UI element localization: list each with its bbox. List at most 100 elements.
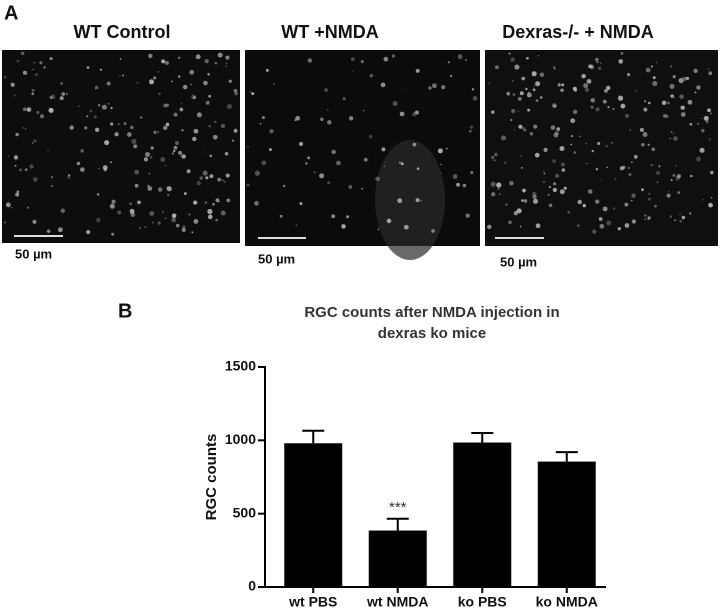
cell-speck: [160, 157, 166, 163]
cell-speck: [13, 155, 19, 160]
cell-speck: [560, 88, 564, 93]
cell-speck: [299, 202, 303, 205]
cell-speck: [181, 154, 186, 159]
cell-speck: [3, 75, 7, 79]
cell-speck: [503, 161, 507, 165]
cell-speck: [548, 185, 552, 189]
cell-speck: [319, 173, 325, 179]
cell-speck: [490, 181, 496, 187]
cell-speck: [415, 68, 420, 73]
image-title: WT +NMDA: [281, 22, 379, 42]
cell-speck: [193, 200, 198, 205]
cell-speck: [86, 229, 91, 235]
cell-speck: [431, 83, 437, 89]
cell-speck: [193, 219, 199, 224]
cell-speck: [94, 85, 99, 90]
cell-speck: [696, 156, 701, 162]
cell-speck: [627, 167, 630, 169]
cell-speck: [570, 118, 576, 124]
cell-speck: [586, 162, 588, 165]
cell-speck: [137, 200, 141, 205]
cell-speck: [412, 142, 417, 147]
cell-speck: [14, 164, 17, 167]
cell-speck: [166, 193, 170, 197]
cell-speck: [400, 162, 404, 166]
cell-speck: [602, 206, 608, 212]
cell-speck: [247, 146, 249, 148]
cell-speck: [595, 168, 598, 171]
cell-speck: [76, 161, 81, 166]
cell-speck: [181, 129, 184, 132]
cell-speck: [532, 88, 536, 92]
cell-speck: [631, 193, 636, 198]
cell-speck: [516, 208, 522, 214]
cell-speck: [89, 109, 93, 113]
cell-speck: [157, 131, 159, 133]
cell-speck: [60, 82, 63, 85]
cell-speck: [687, 99, 693, 105]
cell-speck: [650, 163, 653, 167]
cell-speck: [3, 221, 7, 224]
cell-speck: [462, 183, 467, 188]
cell-speck: [123, 122, 127, 126]
cell-speck: [192, 136, 197, 142]
cell-speck: [622, 165, 626, 170]
cell-speck: [577, 199, 582, 205]
cell-speck: [670, 179, 673, 182]
cell-speck: [669, 137, 672, 140]
cell-speck: [265, 68, 269, 72]
cell-speck: [494, 152, 498, 157]
cell-speck: [33, 61, 35, 64]
cell-speck: [598, 217, 603, 221]
cell-speck: [33, 139, 37, 143]
cell-speck: [202, 151, 204, 153]
scale-label: 50 µm: [500, 254, 537, 269]
cell-speck: [457, 54, 463, 60]
cell-speck: [520, 166, 523, 169]
cell-speck: [398, 161, 402, 164]
cell-speck: [552, 159, 557, 163]
cell-speck: [149, 211, 155, 216]
cell-speck: [172, 149, 176, 153]
cell-speck: [613, 207, 616, 210]
cell-speck: [109, 203, 115, 209]
cell-speck: [93, 115, 97, 119]
cell-speck: [556, 127, 561, 131]
cell-speck: [43, 66, 46, 69]
cell-speck: [647, 197, 651, 201]
cell-speck: [600, 179, 602, 181]
cell-speck: [471, 88, 475, 91]
cell-speck: [559, 189, 565, 195]
cell-speck: [612, 108, 615, 110]
cell-speck: [220, 123, 225, 129]
cell-speck: [186, 169, 191, 174]
cell-speck: [680, 112, 686, 117]
cell-speck: [670, 131, 673, 133]
cell-speck: [529, 131, 534, 136]
cell-speck: [182, 84, 188, 90]
cell-speck: [102, 165, 108, 171]
cell-speck: [533, 124, 538, 129]
cell-speck: [595, 107, 600, 112]
cell-speck: [226, 103, 232, 110]
cell-speck: [171, 217, 177, 223]
cell-speck: [709, 204, 711, 206]
cell-speck: [207, 214, 213, 220]
cell-speck: [279, 214, 283, 218]
cell-speck: [163, 125, 168, 131]
cell-speck: [100, 110, 102, 112]
cell-speck: [193, 128, 199, 134]
cell-speck: [431, 229, 435, 233]
cell-speck: [469, 125, 474, 129]
x-tick-label: wt PBS: [288, 594, 337, 610]
cell-speck: [663, 114, 667, 118]
cell-speck: [147, 186, 153, 191]
cell-speck: [164, 217, 167, 220]
bar: [368, 530, 427, 587]
cell-speck: [205, 100, 210, 105]
cell-speck: [647, 218, 650, 221]
cell-speck: [445, 147, 448, 150]
cell-speck: [531, 71, 537, 77]
cell-speck: [701, 117, 703, 120]
